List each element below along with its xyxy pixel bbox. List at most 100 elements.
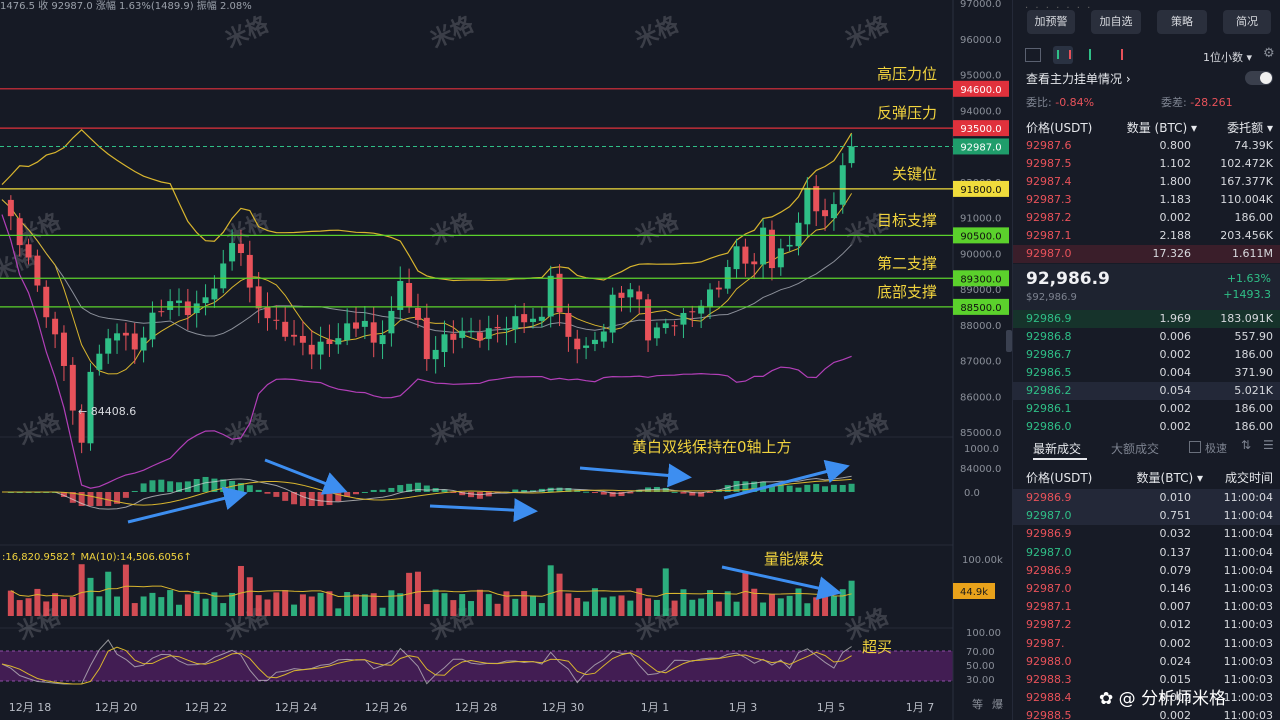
kline-chart[interactable]: 1476.5 收 92987.0 涨幅 1.63%(1489.9) 振幅 2.0… xyxy=(0,0,1012,720)
trade-qty-dropdown[interactable]: 数量(BTC) ▾ xyxy=(1136,471,1203,485)
ask-row-1[interactable]: 92987.5 1.102 102.472K xyxy=(1013,155,1280,173)
watermark-11: 米格 xyxy=(222,408,274,451)
filter-icon[interactable]: ⇅ xyxy=(1241,438,1252,452)
watermark-1: 米格 xyxy=(222,11,274,54)
ask-row-0[interactable]: 92987.6 0.800 74.39K xyxy=(1013,137,1280,155)
dots-menu[interactable]: · · · · · · · xyxy=(1025,3,1093,14)
candle-96 xyxy=(848,146,855,164)
trade-row-10[interactable]: 92988.3 0.015 11:00:03 xyxy=(1013,671,1280,689)
volume-tag-text: 44.9k xyxy=(960,587,988,598)
bid-row-4[interactable]: 92986.2 0.054 5.021K xyxy=(1013,382,1280,400)
price-tick-7: 90000.0 xyxy=(960,249,1001,260)
qty-unit-dropdown[interactable]: 数量 (BTC) ▾ xyxy=(1126,121,1197,135)
candle-63 xyxy=(556,273,563,313)
volume-bar-30 xyxy=(264,599,271,616)
level-tag-5 xyxy=(953,298,1009,315)
macd-bar-33 xyxy=(291,492,298,505)
candle-83 xyxy=(733,246,740,270)
layout-bids-icon[interactable] xyxy=(1089,49,1103,60)
tab-large-trades[interactable]: 大额成交 xyxy=(1111,442,1160,456)
trade-row-4[interactable]: 92986.9 0.079 11:00:04 xyxy=(1013,562,1280,580)
trade-row-0[interactable]: 92986.9 0.010 11:00:04 xyxy=(1013,489,1280,507)
row-price: 92988.0 xyxy=(1026,654,1072,668)
trade-row-9[interactable]: 92988.0 0.024 11:00:03 xyxy=(1013,653,1280,671)
bid-row-5[interactable]: 92986.1 0.002 186.00 xyxy=(1013,400,1280,418)
trade-row-6[interactable]: 92987.1 0.007 11:00:03 xyxy=(1013,598,1280,616)
volume-bar-93 xyxy=(822,595,829,616)
volume-bar-7 xyxy=(60,599,67,616)
ask-row-4[interactable]: 92987.2 0.002 186.00 xyxy=(1013,209,1280,227)
date-tick-9: 1月 5 xyxy=(817,701,846,714)
volume-bar-36 xyxy=(317,592,324,616)
volume-bar-9 xyxy=(78,564,85,616)
row-qty: 1.969 xyxy=(1159,312,1192,325)
tab-latest-trades[interactable]: 最新成交 xyxy=(1033,442,1082,456)
order-watch-link[interactable]: 查看主力挂单情况 › xyxy=(1026,72,1131,86)
macd-bar-25 xyxy=(220,479,227,492)
candle-12 xyxy=(105,338,112,354)
row-amount: 102.472K xyxy=(1220,157,1273,170)
volume-bar-89 xyxy=(786,595,793,616)
volume-bar-15 xyxy=(131,603,138,616)
bid-row-2[interactable]: 92986.7 0.002 186.00 xyxy=(1013,346,1280,364)
decimals-select[interactable]: 1位小数 ▾ xyxy=(1203,51,1253,64)
overview-button[interactable]: 简况 xyxy=(1223,10,1271,34)
layout-asks-icon[interactable] xyxy=(1121,49,1135,60)
bid-row-6[interactable]: 92986.0 0.002 186.00 xyxy=(1013,418,1280,436)
trade-row-11[interactable]: 92988.4 0.002 11:00:03 xyxy=(1013,689,1280,707)
row-price: 92988.5 xyxy=(1026,709,1072,720)
candle-3 xyxy=(25,244,32,258)
level-tag-text-5: 88500.0 xyxy=(960,303,1001,314)
collapse-handle[interactable] xyxy=(1006,330,1012,352)
layout-split-icon[interactable] xyxy=(1025,48,1041,62)
trade-row-5[interactable]: 92987.0 0.146 11:00:03 xyxy=(1013,580,1280,598)
bid-row-3[interactable]: 92986.5 0.004 371.90 xyxy=(1013,364,1280,382)
ask-row-3[interactable]: 92987.3 1.183 110.004K xyxy=(1013,191,1280,209)
trade-row-2[interactable]: 92986.9 0.032 11:00:04 xyxy=(1013,525,1280,543)
candle-35 xyxy=(308,344,315,355)
volume-bar-52 xyxy=(459,594,466,616)
list-icon[interactable]: ☰ xyxy=(1263,438,1274,452)
settings-icon[interactable]: ⚙ xyxy=(1263,46,1275,61)
macd-bar-28 xyxy=(246,485,253,492)
trade-row-8[interactable]: 92987. 0.002 11:00:03 xyxy=(1013,635,1280,653)
macd-bar-48 xyxy=(423,485,430,492)
level-tag-text-4: 89300.0 xyxy=(960,274,1001,285)
macd-bar-13 xyxy=(114,492,121,504)
bid-row-1[interactable]: 92986.8 0.006 557.90 xyxy=(1013,328,1280,346)
volume-note: 量能爆发 xyxy=(764,550,824,568)
volume-axis-label: 100.00k xyxy=(962,555,1003,566)
ask-row-5[interactable]: 92987.1 2.188 203.456K xyxy=(1013,227,1280,245)
macd-bar-64 xyxy=(565,488,572,492)
volume-bar-66 xyxy=(583,601,590,616)
rsi-line xyxy=(1,639,852,685)
watermark-7: 米格 xyxy=(427,208,479,251)
volume-bar-86 xyxy=(760,602,767,616)
volume-bar-22 xyxy=(193,590,200,616)
bid-row-0[interactable]: 92986.9 1.969 183.091K xyxy=(1013,310,1280,328)
ask-row-6[interactable]: 92987.0 17.326 1.611M xyxy=(1013,245,1280,263)
row-price: 92987.1 xyxy=(1026,600,1072,614)
order-watch-toggle[interactable] xyxy=(1245,71,1273,85)
volume-bar-79 xyxy=(698,598,705,616)
kline-chart-area[interactable]: 1476.5 收 92987.0 涨幅 1.63%(1489.9) 振幅 2.0… xyxy=(0,0,1012,720)
ask-row-2[interactable]: 92987.4 1.800 167.377K xyxy=(1013,173,1280,191)
watermark-14: 米格 xyxy=(842,408,894,451)
fast-mode-checkbox[interactable] xyxy=(1189,441,1201,453)
candle-70 xyxy=(618,292,625,298)
row-amount: 371.90 xyxy=(1234,366,1274,379)
macd-bar-68 xyxy=(600,492,607,495)
add-favorite-button[interactable]: 加自选 xyxy=(1091,10,1141,34)
strategy-button[interactable]: 策略 xyxy=(1157,10,1207,34)
last-price-tag-text: 92987.0 xyxy=(960,142,1001,153)
bottom-right-label-2: 爆 xyxy=(992,697,1003,711)
trade-row-12[interactable]: 92988.5 0.002 11:00:03 xyxy=(1013,707,1280,720)
volume-bar-8 xyxy=(69,596,76,616)
trade-row-3[interactable]: 92987.0 0.137 11:00:04 xyxy=(1013,544,1280,562)
trade-row-1[interactable]: 92987.0 0.751 11:00:04 xyxy=(1013,507,1280,526)
candle-34 xyxy=(299,335,306,343)
volume-bar-81 xyxy=(715,601,722,616)
trade-row-7[interactable]: 92987.2 0.012 11:00:03 xyxy=(1013,616,1280,634)
add-alert-button[interactable]: 加预警 xyxy=(1027,10,1075,34)
volume-bar-27 xyxy=(237,565,244,616)
